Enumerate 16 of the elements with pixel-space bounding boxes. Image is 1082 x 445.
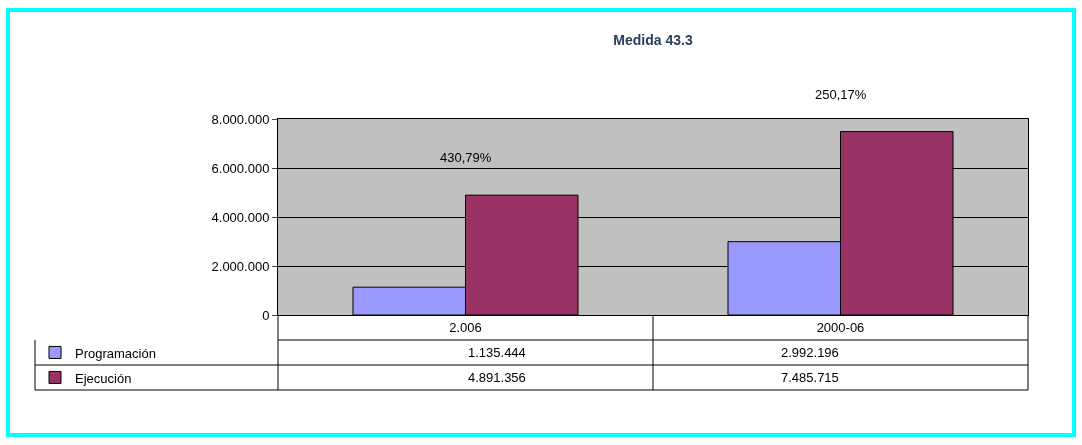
legend-label: Ejecución [75, 370, 132, 386]
x-tick-label: 2000-06 [816, 319, 865, 335]
data-label: 1.135.444 [468, 345, 526, 360]
legend-label: Programación [75, 345, 156, 361]
y-tick-label: 8.000.000 [211, 111, 270, 127]
chart-title: Medida 43.3 [613, 31, 693, 48]
data-label: 4.891.356 [468, 370, 526, 385]
y-tick-label: 6.000.000 [211, 160, 270, 176]
data-label: 7.485.715 [781, 370, 839, 385]
y-tick-label: 2.000.000 [211, 258, 270, 274]
x-tick-label: 2.006 [449, 319, 482, 335]
annotation: 430,79% [440, 150, 492, 165]
annotation: 250,17% [815, 87, 867, 102]
y-tick-label: 4.000.000 [211, 209, 270, 225]
data-label: 2.992.196 [781, 345, 839, 360]
y-tick-label: 0 [262, 307, 270, 323]
